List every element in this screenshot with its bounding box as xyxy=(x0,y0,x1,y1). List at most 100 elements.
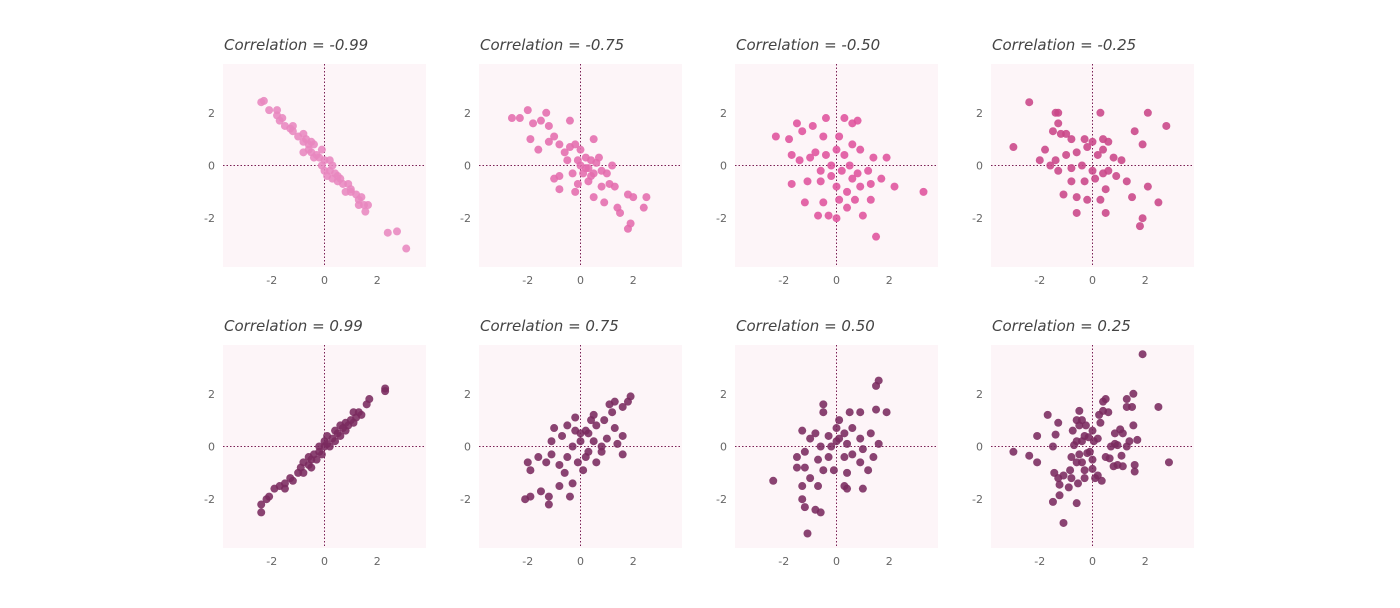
scatter-panel: Correlation = -0.99 -2 0 2 -2 0 2 xyxy=(204,36,426,287)
x-tick-label: -2 xyxy=(266,555,277,568)
scatter-point xyxy=(866,429,875,438)
scatter-point xyxy=(1054,119,1063,128)
scatter-point xyxy=(304,145,313,154)
scatter-panel: Correlation = -0.25 -2 0 2 -2 0 2 xyxy=(972,36,1194,287)
scatter-point xyxy=(1080,135,1089,144)
scatter-point xyxy=(864,466,873,475)
scatter-point xyxy=(835,132,844,141)
scatter-point xyxy=(882,408,891,417)
scatter-point xyxy=(803,177,812,186)
scatter-point xyxy=(1067,177,1076,186)
y-tick-label: -2 xyxy=(716,212,727,225)
scatter-point xyxy=(877,174,886,183)
scatter-point xyxy=(798,426,807,435)
scatter-point xyxy=(824,453,833,462)
scatter-point xyxy=(882,153,891,162)
x-tick-label: -2 xyxy=(778,274,789,287)
scatter-point xyxy=(1080,177,1089,186)
scatter-point xyxy=(544,137,553,146)
scatter-point xyxy=(1112,172,1121,181)
scatter-point xyxy=(257,500,266,509)
scatter-point xyxy=(568,479,577,488)
scatter-point xyxy=(856,434,865,443)
scatter-point xyxy=(257,508,266,517)
scatter-point xyxy=(1104,137,1113,146)
scatter-point xyxy=(331,437,340,446)
scatter-point xyxy=(592,458,601,467)
scatter-point xyxy=(1067,164,1076,173)
scatter-point xyxy=(1093,150,1102,159)
scatter-point xyxy=(309,140,318,149)
scatter-point xyxy=(850,195,859,204)
x-tick-label: 0 xyxy=(833,555,840,568)
scatter-point xyxy=(858,484,867,493)
scatter-point xyxy=(547,437,556,446)
scatter-point xyxy=(832,145,841,154)
scatter-point xyxy=(1118,429,1127,438)
scatter-point xyxy=(555,185,564,194)
y-tick-label: 2 xyxy=(976,388,983,401)
x-tick-label: 0 xyxy=(1089,274,1096,287)
scatter-point xyxy=(1109,153,1118,162)
x-tick-label: -2 xyxy=(266,274,277,287)
scatter-point xyxy=(1129,421,1138,430)
scatter-point xyxy=(613,439,622,448)
scatter-point xyxy=(629,193,638,202)
scatter-point xyxy=(565,116,574,125)
scatter-point xyxy=(265,106,274,115)
scatter-point xyxy=(1088,464,1097,473)
scatter-point xyxy=(1072,499,1081,508)
scatter-point xyxy=(558,431,567,440)
scatter-point xyxy=(1033,431,1042,440)
scatter-point xyxy=(563,453,572,462)
panel-title: Correlation = 0.25 xyxy=(992,317,1131,335)
scatter-point xyxy=(816,166,825,175)
scatter-point xyxy=(576,437,585,446)
scatter-point xyxy=(858,211,867,220)
scatter-point xyxy=(1080,466,1089,475)
scatter-point xyxy=(806,474,815,483)
scatter-point xyxy=(1051,430,1060,439)
scatter-point xyxy=(608,408,617,417)
scatter-point xyxy=(568,442,577,451)
scatter-point xyxy=(536,116,545,125)
scatter-point xyxy=(843,439,852,448)
scatter-point xyxy=(1083,195,1092,204)
panel-title: Correlation = -0.99 xyxy=(224,36,368,54)
y-tick-label: 2 xyxy=(208,388,215,401)
scatter-point xyxy=(328,161,337,170)
scatter-point xyxy=(529,119,538,128)
scatter-point xyxy=(824,431,833,440)
scatter-point xyxy=(523,106,532,115)
scatter-point xyxy=(602,169,611,178)
scatter-point xyxy=(1083,143,1092,152)
scatter-point xyxy=(544,121,553,130)
scatter-point xyxy=(1064,483,1073,492)
scatter-point xyxy=(1133,435,1142,444)
y-tick-label: -2 xyxy=(460,493,471,506)
scatter-point xyxy=(526,135,535,144)
scatter-point xyxy=(1117,156,1126,165)
scatter-point xyxy=(610,397,619,406)
x-tick-label: 2 xyxy=(630,555,637,568)
scatter-point xyxy=(798,127,807,136)
scatter-point xyxy=(814,455,823,464)
scatter-point xyxy=(1055,480,1064,489)
scatter-point xyxy=(325,442,334,451)
scatter-point xyxy=(874,376,883,385)
scatter-point xyxy=(550,132,559,141)
scatter-point xyxy=(526,466,535,475)
scatter-point xyxy=(1072,148,1081,157)
scatter-point xyxy=(555,482,564,491)
scatter-point xyxy=(1081,421,1090,430)
y-tick-label: 0 xyxy=(976,441,983,454)
scatter-point xyxy=(331,426,340,435)
scatter-point xyxy=(1075,450,1084,459)
scatter-point xyxy=(550,424,559,433)
scatter-point xyxy=(1130,467,1139,476)
scatter-point xyxy=(573,179,582,188)
x-tick-label: -2 xyxy=(1034,555,1045,568)
scatter-point xyxy=(618,402,627,411)
scatter-panel: Correlation = 0.75 -2 0 2 -2 0 2 xyxy=(460,317,682,568)
